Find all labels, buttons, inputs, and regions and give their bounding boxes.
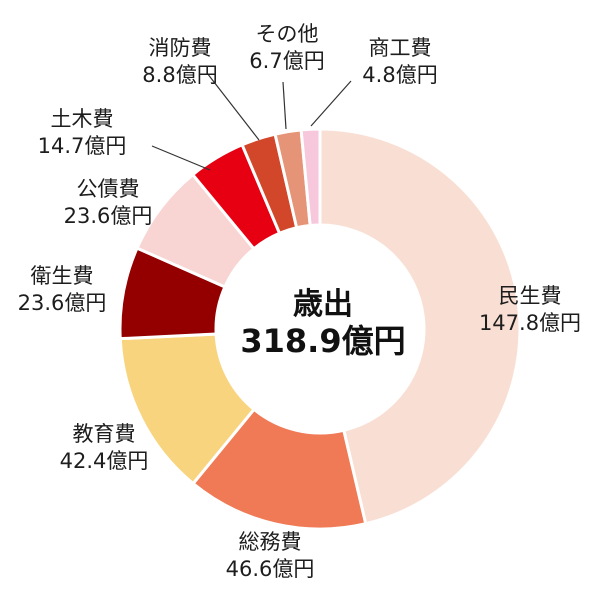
- slice-value-5: 14.7億円: [38, 134, 127, 158]
- slice-label-0: 民生費: [499, 284, 562, 308]
- slice-label-2: 教育費: [73, 422, 136, 446]
- center-value: 318.9億円: [240, 322, 405, 360]
- slice-label-3: 衛生費: [31, 264, 94, 288]
- leader-line-6: [206, 72, 260, 141]
- center-group: 歳出 318.9億円: [240, 287, 405, 360]
- leader-line-7: [282, 81, 287, 130]
- slice-value-8: 4.8億円: [362, 63, 437, 87]
- slice-label-8: 商工費: [369, 36, 432, 60]
- slice-value-1: 46.6億円: [226, 557, 315, 581]
- slice-label-1: 総務費: [239, 530, 302, 554]
- center-label: 歳出: [293, 287, 353, 322]
- slice-group: [118, 127, 522, 531]
- slice-label-4: 公債費: [77, 177, 140, 201]
- slice-8: [299, 127, 322, 228]
- slice-value-7: 6.7億円: [249, 49, 324, 73]
- slice-value-4: 23.6億円: [64, 204, 153, 228]
- slice-label-6: 消防費: [149, 36, 212, 60]
- slice-0: [318, 127, 522, 526]
- leader-line-group: [151, 72, 352, 171]
- slice-value-6: 8.8億円: [142, 63, 217, 87]
- slice-value-2: 42.4億円: [60, 449, 149, 473]
- slice-label-5: 土木費: [51, 107, 114, 131]
- slice-value-0: 147.8億円: [479, 311, 581, 335]
- leader-line-8: [310, 80, 352, 127]
- slice-value-3: 23.6億円: [18, 291, 107, 315]
- label-group: 民生費147.8億円総務費46.6億円教育費42.4億円衛生費23.6億円公債費…: [18, 22, 581, 581]
- leader-line-5: [151, 145, 211, 171]
- slice-label-7: その他: [256, 22, 319, 46]
